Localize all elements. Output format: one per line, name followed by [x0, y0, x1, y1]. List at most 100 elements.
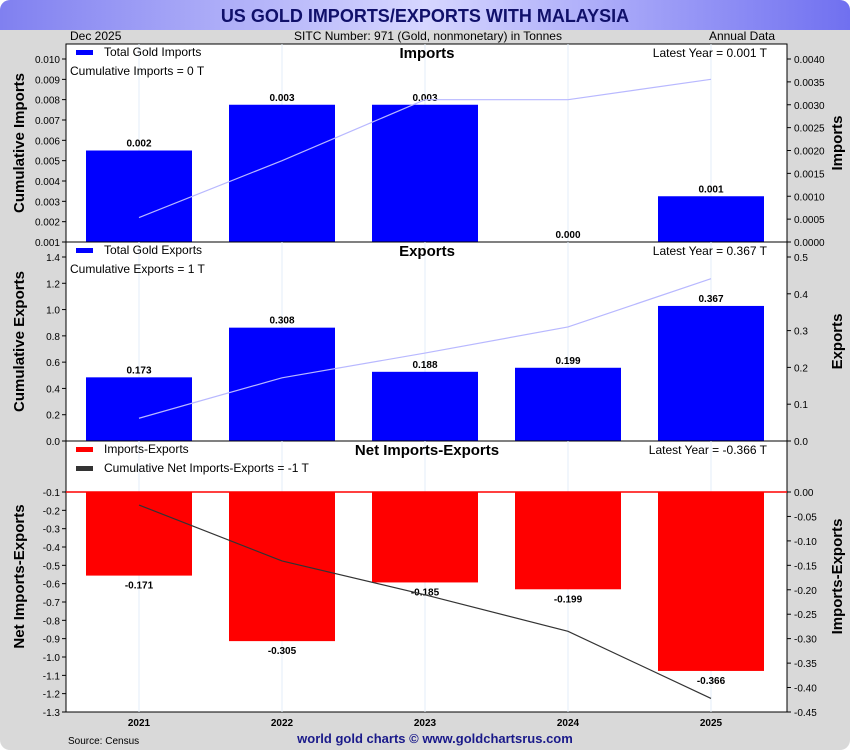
cumulative-label: Cumulative Net Imports-Exports = -1 T	[104, 461, 310, 475]
tick-label-left: -1.2	[43, 690, 61, 701]
legend-label: Total Gold Imports	[104, 45, 201, 59]
latest-year-label: Latest Year = 0.367 T	[653, 244, 768, 258]
tick-label-left: 0.007	[35, 116, 60, 127]
bar-2023	[372, 492, 478, 583]
bar-2022	[229, 104, 335, 242]
credit-label: world gold charts © www.goldchartsrus.co…	[296, 731, 573, 746]
y-axis-label-right: Imports	[829, 115, 846, 170]
latest-year-label: Latest Year = 0.001 T	[653, 46, 768, 60]
tick-label-left: 0.003	[35, 197, 60, 208]
panel-title: Exports	[399, 243, 455, 260]
tick-label-left: 0.4	[46, 384, 60, 395]
cumulative-label: Cumulative Imports = 0 T	[70, 64, 205, 78]
tick-label-left: -0.7	[43, 598, 61, 609]
tick-label-left: -1.3	[43, 708, 61, 719]
data-label: 0.000	[555, 230, 580, 241]
tick-label-left: 1.2	[46, 279, 60, 290]
bar-2024	[515, 492, 621, 590]
frequency-label: Annual Data	[709, 29, 775, 43]
x-tick-label: 2021	[128, 718, 151, 729]
tick-label-left: -0.2	[43, 506, 61, 517]
legend-label: Imports-Exports	[104, 442, 189, 456]
data-label: 0.002	[126, 139, 151, 150]
panel-title: Net Imports-Exports	[355, 442, 499, 459]
tick-label-left: 0.0	[46, 437, 60, 448]
bar-2025	[658, 492, 764, 671]
tick-label-left: -0.6	[43, 580, 61, 591]
data-label: 0.367	[698, 294, 723, 305]
cumulative-line	[138, 504, 712, 699]
tick-label-right: 0.00	[794, 488, 814, 499]
tick-label-left: 0.009	[35, 75, 60, 86]
tick-label-right: -0.40	[794, 684, 817, 695]
bar-2025	[658, 196, 764, 242]
data-label: 0.001	[698, 184, 723, 195]
x-tick-label: 2025	[700, 718, 723, 729]
tick-label-right: 0.0040	[794, 55, 825, 66]
tick-label-left: -1.1	[43, 671, 61, 682]
tick-label-left: 0.005	[35, 157, 60, 168]
tick-label-right: 0.0025	[794, 124, 825, 135]
tick-label-left: 0.001	[35, 238, 60, 249]
tick-label-right: -0.15	[794, 561, 817, 572]
legend-swatch	[76, 50, 93, 55]
data-label: -0.305	[268, 646, 297, 657]
data-label: -0.185	[411, 587, 440, 598]
tick-label-left: -0.5	[43, 561, 61, 572]
tick-label-left: 0.004	[35, 177, 60, 188]
tick-label-right: -0.35	[794, 659, 817, 670]
tick-label-right: 0.5	[794, 253, 808, 264]
tick-label-left: 1.0	[46, 306, 60, 317]
title-bar	[0, 0, 850, 30]
panel-title: Imports	[399, 45, 454, 62]
tick-label-right: 0.2	[794, 363, 808, 374]
tick-label-left: 0.008	[35, 96, 60, 107]
tick-label-right: 0.1	[794, 400, 808, 411]
tick-label-left: 0.6	[46, 358, 60, 369]
tick-label-right: 0.0015	[794, 169, 825, 180]
legend-swatch	[76, 248, 93, 253]
tick-label-right: 0.0035	[794, 78, 825, 89]
bar-2023	[372, 371, 478, 441]
x-tick-label: 2022	[271, 718, 294, 729]
tick-label-left: -0.1	[43, 488, 61, 499]
y-axis-label-left: Cumulative Imports	[11, 73, 28, 213]
data-label: 0.003	[269, 93, 294, 104]
tick-label-right: -0.20	[794, 586, 817, 597]
tick-label-left: -0.4	[43, 543, 61, 554]
tick-label-right: 0.0010	[794, 192, 825, 203]
x-tick-label: 2024	[557, 718, 580, 729]
source-label: Source: Census	[68, 736, 139, 747]
chart-title: US GOLD IMPORTS/EXPORTS WITH MALAYSIA	[221, 6, 629, 26]
bar-2025	[658, 305, 764, 441]
tick-label-right: 0.0020	[794, 147, 825, 158]
tick-label-left: 0.8	[46, 332, 60, 343]
tick-label-right: -0.10	[794, 537, 817, 548]
data-label: -0.171	[125, 581, 154, 592]
tick-label-right: 0.0005	[794, 215, 825, 226]
tick-label-left: 0.002	[35, 218, 60, 229]
data-label: 0.308	[269, 316, 294, 327]
tick-label-right: -0.45	[794, 708, 817, 719]
bar-2022	[229, 327, 335, 441]
legend-swatch-line	[76, 466, 93, 471]
tick-label-right: 0.0030	[794, 101, 825, 112]
y-axis-label-right: Exports	[829, 314, 846, 370]
tick-label-right: 0.3	[794, 327, 808, 338]
legend-swatch	[76, 447, 93, 452]
tick-label-left: 0.006	[35, 136, 60, 147]
data-label: 0.199	[555, 356, 580, 367]
y-axis-label-left: Cumulative Exports	[11, 271, 28, 412]
data-label: 0.188	[412, 360, 437, 371]
bar-2021	[86, 377, 192, 441]
cumulative-line	[138, 78, 712, 219]
y-axis-label-right: Imports-Exports	[829, 519, 846, 635]
tick-label-right: -0.30	[794, 635, 817, 646]
sitc-label: SITC Number: 971 (Gold, nonmonetary) in …	[294, 29, 562, 43]
bar-2021	[86, 150, 192, 242]
cumulative-label: Cumulative Exports = 1 T	[70, 262, 206, 276]
bar-2024	[515, 367, 621, 441]
tick-label-right: 0.4	[794, 290, 808, 301]
